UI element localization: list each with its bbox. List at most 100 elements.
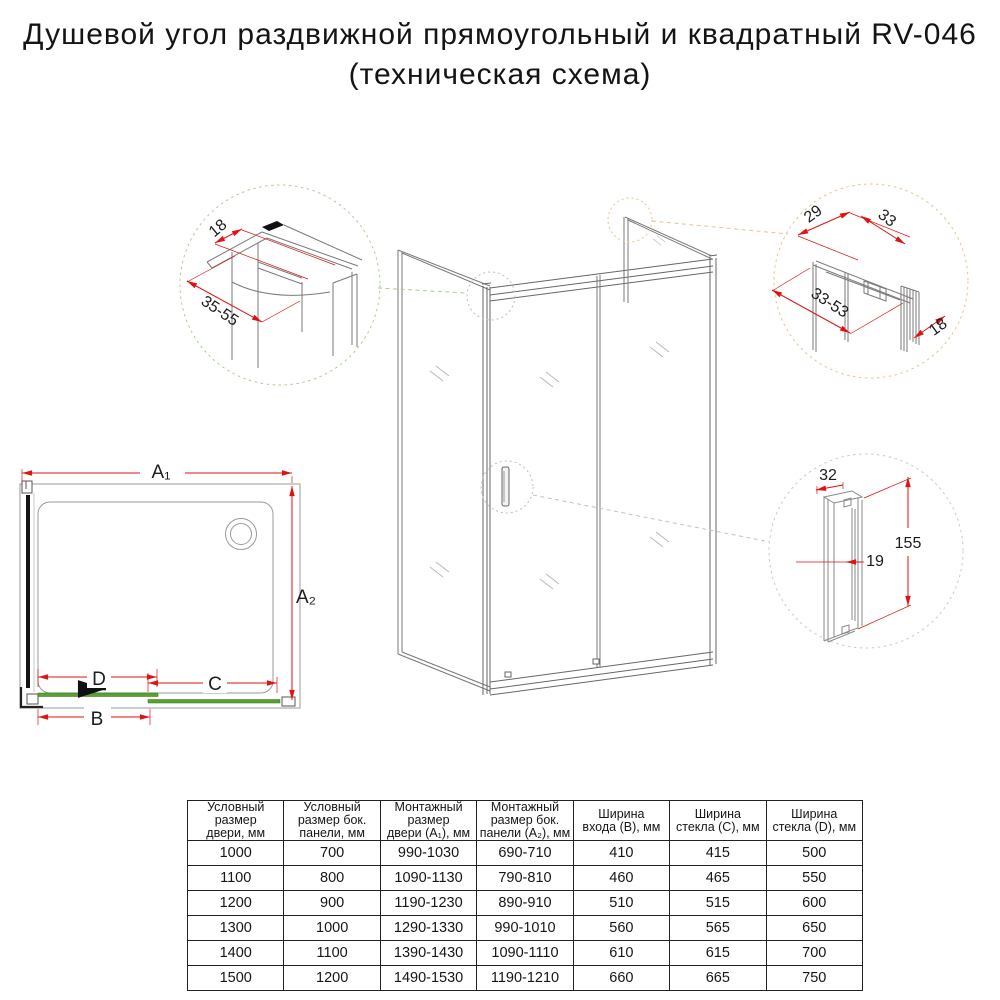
wall-profile-bottom [19,687,43,709]
leader-line-orange [651,220,789,235]
fixed-glass-bar [26,495,30,688]
table-cell: 460 [572,865,671,891]
col-header-door-mount: Монтажный размер двери (A₁), мм [379,800,478,841]
detail-top-left-dims [186,228,336,323]
detail-handle-dims [796,477,912,630]
table-cell: 1090-1130 [379,865,478,891]
table-cell: 415 [669,840,767,866]
table-cell: 665 [669,965,767,991]
col-header-door-size: Условный размер двери, мм [186,800,285,841]
table-cell: 1100 [186,865,285,891]
table-cell: 410 [572,840,671,866]
glass-panel-c [147,699,281,704]
dim-label-c: C [208,674,222,695]
table-cell: 1200 [283,965,381,991]
table-row: 1300 1000 1290-1330 990-1010 560 565 650 [186,915,864,941]
dim-label-a1: A₁ [151,462,170,483]
dim-label-155: 155 [895,535,922,552]
drain-circle-inner [230,523,252,545]
table-cell: 600 [765,890,864,916]
table-cell: 700 [283,840,381,866]
plan-view: A₁ A₂ D C B [19,461,316,730]
door-divider [596,275,601,668]
dim-label-19: 19 [866,553,884,570]
col-header-panel-mount: Монтажный размер бок. панели (A₂), мм [476,800,574,841]
detail-top-left: 18 35-55 [179,184,381,386]
table-row: 1500 1200 1490-1530 1190-1210 660 665 750 [186,965,864,991]
door-handle [501,466,510,507]
front-frame [481,254,718,696]
table-cell: 900 [283,890,381,916]
page-title-line1: Душевой угол раздвижной прямоугольный и … [23,18,977,51]
dim-label-d: D [92,669,106,690]
table-cell: 510 [572,890,671,916]
spec-table: Условный размер двери, мм Условный разме… [186,800,864,991]
drain-circle-outer [225,518,257,550]
table-cell: 1000 [283,915,381,941]
table-cell: 1490-1530 [379,965,478,991]
wall-profile-top [21,480,33,494]
side-panel-left [397,249,491,692]
table-cell: 790-810 [476,865,574,891]
table-cell: 565 [669,915,767,941]
detail-circle-orange [773,183,969,379]
table-cell: 1200 [186,890,285,916]
table-cell: 890-910 [476,890,574,916]
table-cell: 990-1030 [379,840,478,866]
table-cell: 500 [765,840,864,866]
table-cell: 700 [765,940,864,966]
col-header-glass-d: Ширина стекла (D), мм [765,800,864,841]
table-cell: 465 [669,865,767,891]
detail-handle: 32 155 19 [768,453,964,649]
table-cell: 550 [765,865,864,891]
table-cell: 650 [765,915,864,941]
table-cell: 1390-1430 [379,940,478,966]
table-cell: 615 [669,940,767,966]
roller [504,671,512,678]
col-header-panel-size: Условный размер бок. панели, мм [283,800,381,841]
table-cell: 690-710 [476,840,574,866]
dim-label-32: 32 [819,467,837,484]
detail-top-right-dims [771,211,946,339]
table-cell: 1000 [186,840,285,866]
table-cell: 1190-1210 [476,965,574,991]
table-cell: 1500 [186,965,285,991]
table-cell: 610 [572,940,671,966]
glass-panel-d [37,692,159,697]
dim-label-29: 29 [801,202,825,226]
glass-marks [429,235,670,590]
table-cell: 990-1010 [476,915,574,941]
plan-dimensions [21,469,295,725]
table-row: 1000 700 990-1030 690-710 410 415 500 [186,840,864,866]
detail-circle-gray [768,453,964,649]
spec-table-body: 1000 700 990-1030 690-710 410 415 500 1100 800 10… [186,840,864,991]
dim-label-b: B [91,709,104,730]
col-header-glass-c: Ширина стекла (C), мм [669,800,767,841]
table-cell: 560 [572,915,671,941]
table-cell: 750 [765,965,864,991]
highlight-circle-handle [480,460,534,514]
table-cell: 1090-1110 [476,940,574,966]
table-cell: 1190-1230 [379,890,478,916]
table-cell: 1100 [283,940,381,966]
roller [592,658,600,665]
highlight-circle-top [607,197,653,243]
table-cell: 1290-1330 [379,915,478,941]
dim-label-18-right: 18 [926,315,950,339]
highlight-circle-corner [466,271,516,321]
table-cell: 515 [669,890,767,916]
plan-outer-wall [19,483,301,709]
leader-line-gray [532,494,771,543]
spec-table-header: Условный размер двери, мм Условный разме… [186,800,864,841]
table-row: 1200 900 1190-1230 890-910 510 515 600 [186,890,864,916]
dim-label-a2: A₂ [296,587,316,608]
detail-top-right: 29 33 33-53 18 [771,183,969,379]
detail-handle-art [822,490,864,643]
side-panel-right [623,216,713,303]
table-row: 1400 1100 1390-1430 1090-1110 610 615 700 [186,940,864,966]
shower-tray [37,501,274,694]
table-cell: 660 [572,965,671,991]
wall-profile-right [281,696,296,707]
